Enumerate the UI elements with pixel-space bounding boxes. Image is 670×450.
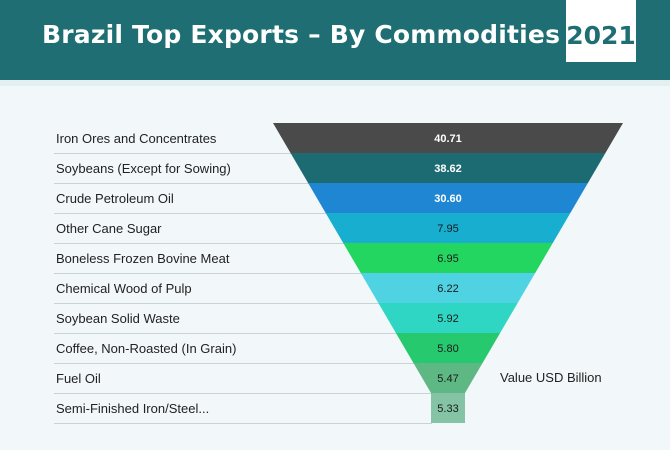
category-label: Boneless Frozen Bovine Meat [56,251,230,266]
value-label: 7.95 [437,223,458,235]
value-label: 6.95 [437,253,458,265]
category-label: Iron Ores and Concentrates [56,131,217,146]
funnel-segment [395,333,501,363]
funnel-segment [360,273,536,303]
value-label: 40.71 [434,133,462,145]
category-label: Other Cane Sugar [56,221,162,236]
year-badge: 2021 [566,0,636,62]
category-label: Semi-Finished Iron/Steel... [56,401,209,416]
value-label: 30.60 [434,193,462,205]
category-label: Soybean Solid Waste [56,311,180,326]
category-label: Soybeans (Except for Sowing) [56,161,231,176]
funnel-segment [325,213,571,243]
value-label: 38.62 [434,163,462,175]
funnel-segment [290,153,606,183]
funnel-segment [308,183,588,213]
header-divider [0,80,670,86]
value-label: 5.80 [437,343,458,355]
value-label: 5.47 [437,373,458,385]
category-label: Coffee, Non-Roasted (In Grain) [56,341,236,356]
category-label: Crude Petroleum Oil [56,191,174,206]
chart-title: Brazil Top Exports – By Commodities [42,20,561,49]
year-label: 2021 [566,21,636,50]
funnel-segment [273,123,623,153]
funnel-segment [431,393,465,423]
category-label: Chemical Wood of Pulp [56,281,192,296]
header-banner: Brazil Top Exports – By Commodities 2021 [0,0,670,80]
category-label: Fuel Oil [56,371,101,386]
value-label: 5.33 [437,403,458,415]
funnel-segment [413,363,483,393]
funnel-segment [378,303,518,333]
value-label: 6.22 [437,283,458,295]
funnel-segment [343,243,553,273]
value-label: 5.92 [437,313,458,325]
value-unit-label: Value USD Billion [500,370,602,385]
